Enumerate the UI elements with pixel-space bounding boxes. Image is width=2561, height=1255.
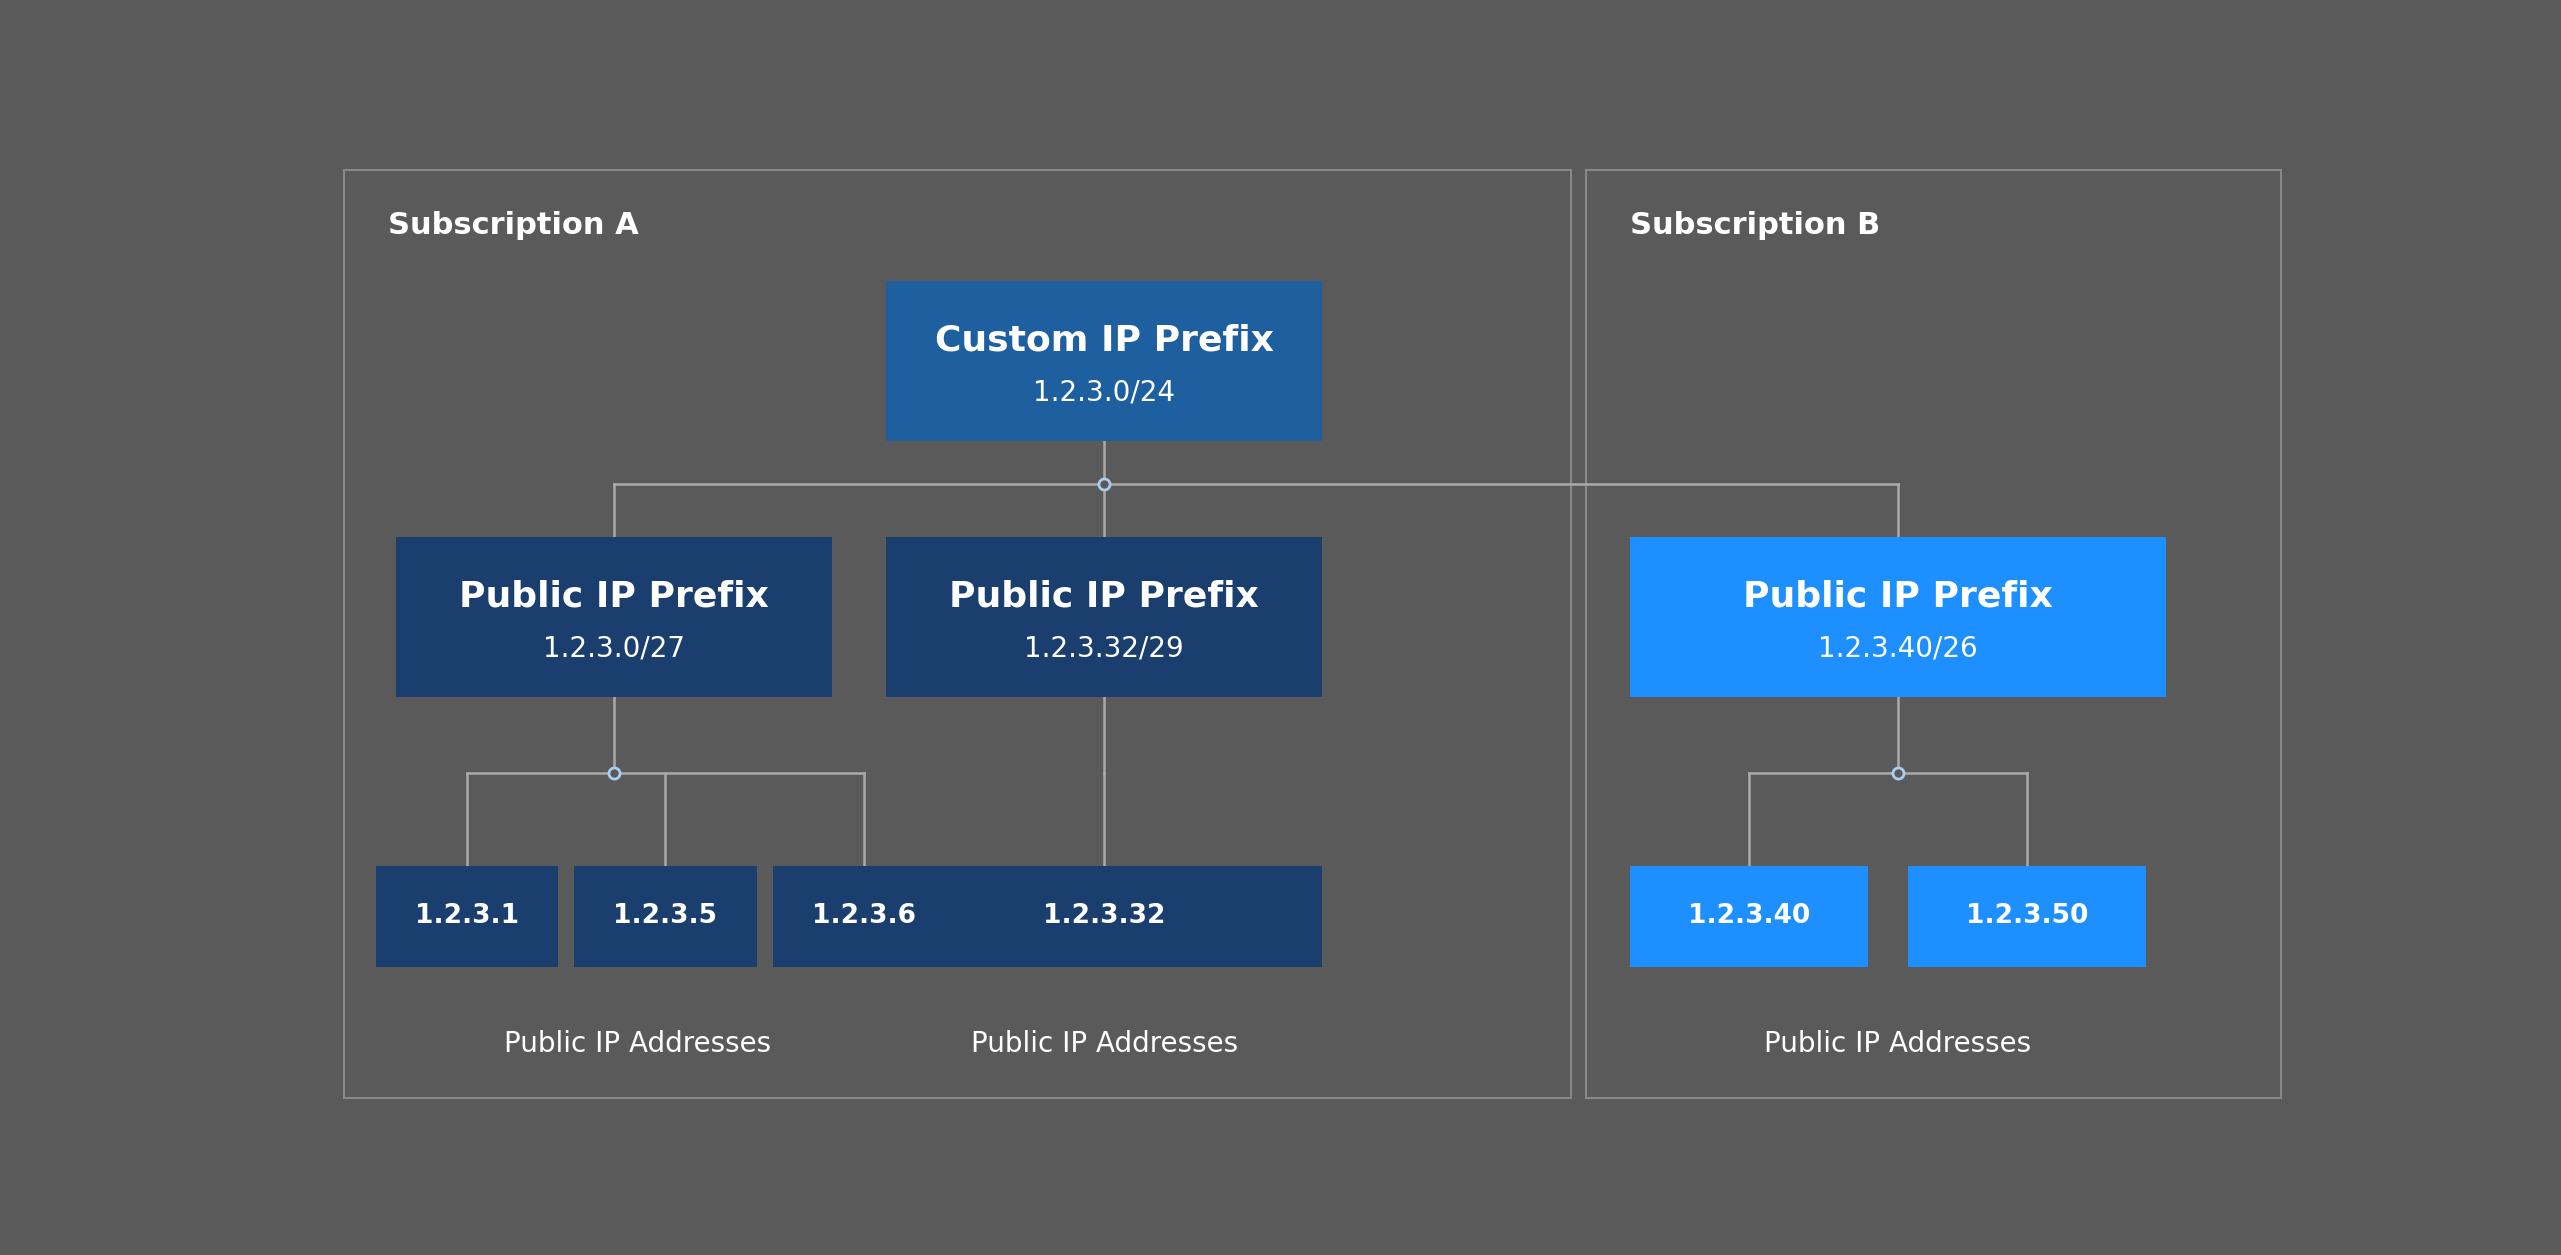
FancyBboxPatch shape: [574, 866, 758, 968]
Text: 1.2.3.6: 1.2.3.6: [812, 904, 917, 930]
Text: Public IP Prefix: Public IP Prefix: [1744, 579, 2054, 614]
FancyBboxPatch shape: [1908, 866, 2146, 968]
FancyBboxPatch shape: [376, 866, 558, 968]
FancyBboxPatch shape: [1631, 537, 2167, 697]
Text: 1.2.3.0/27: 1.2.3.0/27: [543, 635, 684, 663]
Text: 1.2.3.5: 1.2.3.5: [615, 904, 717, 930]
Text: 1.2.3.40: 1.2.3.40: [1688, 904, 1811, 930]
Text: Public IP Prefix: Public IP Prefix: [458, 579, 768, 614]
FancyBboxPatch shape: [773, 866, 955, 968]
Text: Public IP Addresses: Public IP Addresses: [505, 1030, 771, 1058]
FancyBboxPatch shape: [886, 281, 1321, 441]
FancyBboxPatch shape: [886, 866, 1321, 968]
Text: Public IP Addresses: Public IP Addresses: [971, 1030, 1237, 1058]
Text: 1.2.3.40/26: 1.2.3.40/26: [1818, 635, 1977, 663]
Text: 1.2.3.0/24: 1.2.3.0/24: [1032, 379, 1175, 407]
Text: Public IP Prefix: Public IP Prefix: [950, 579, 1260, 614]
Text: Custom IP Prefix: Custom IP Prefix: [935, 323, 1273, 358]
Text: 1.2.3.32/29: 1.2.3.32/29: [1024, 635, 1183, 663]
FancyBboxPatch shape: [394, 537, 832, 697]
FancyBboxPatch shape: [1631, 866, 1870, 968]
Text: Public IP Addresses: Public IP Addresses: [1765, 1030, 2031, 1058]
Text: 1.2.3.1: 1.2.3.1: [415, 904, 520, 930]
FancyBboxPatch shape: [886, 537, 1321, 697]
Text: 1.2.3.50: 1.2.3.50: [1967, 904, 2087, 930]
Text: Subscription B: Subscription B: [1631, 211, 1880, 240]
Text: 1.2.3.32: 1.2.3.32: [1042, 904, 1165, 930]
Text: Subscription A: Subscription A: [387, 211, 638, 240]
